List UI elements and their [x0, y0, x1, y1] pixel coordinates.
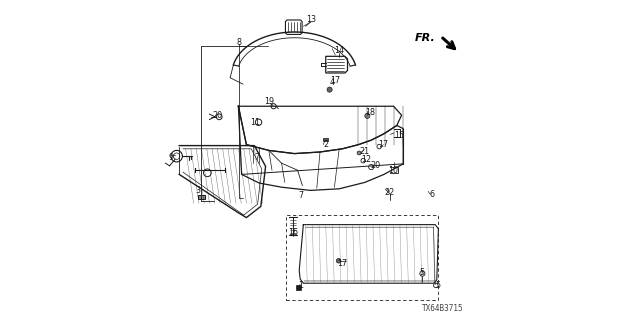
Text: 2: 2	[323, 140, 328, 149]
Text: 16: 16	[288, 228, 298, 237]
Text: 8: 8	[237, 38, 242, 47]
Text: FR.: FR.	[415, 33, 435, 43]
Text: 11: 11	[250, 118, 260, 127]
Text: 17: 17	[378, 140, 388, 149]
Text: 19: 19	[264, 97, 275, 106]
Text: 17: 17	[330, 76, 340, 85]
Text: 7: 7	[298, 191, 303, 200]
Text: 14: 14	[334, 46, 344, 55]
Text: 6: 6	[429, 190, 435, 199]
Text: 15: 15	[394, 131, 404, 140]
Text: 10: 10	[388, 166, 399, 175]
Text: 9: 9	[168, 153, 174, 162]
Bar	[287, 215, 438, 300]
Circle shape	[365, 113, 370, 118]
Text: 13: 13	[306, 15, 316, 24]
Text: 17: 17	[337, 260, 347, 268]
Text: 18: 18	[365, 108, 376, 117]
Text: 20: 20	[370, 161, 380, 170]
Text: 21: 21	[359, 147, 369, 156]
Text: 5: 5	[435, 281, 440, 290]
Polygon shape	[198, 195, 205, 199]
Circle shape	[337, 259, 341, 263]
Text: 20: 20	[212, 111, 222, 120]
Circle shape	[357, 151, 361, 155]
Text: TX64B3715: TX64B3715	[421, 304, 463, 313]
Bar	[323, 138, 328, 141]
Text: 3: 3	[195, 186, 200, 195]
Bar	[296, 285, 301, 290]
Text: 12: 12	[362, 155, 371, 164]
Text: 1: 1	[298, 281, 303, 290]
Text: 7: 7	[254, 153, 259, 162]
Text: 4: 4	[330, 78, 335, 87]
Circle shape	[327, 87, 332, 92]
Text: 22: 22	[385, 188, 395, 197]
Text: 5: 5	[420, 268, 425, 277]
